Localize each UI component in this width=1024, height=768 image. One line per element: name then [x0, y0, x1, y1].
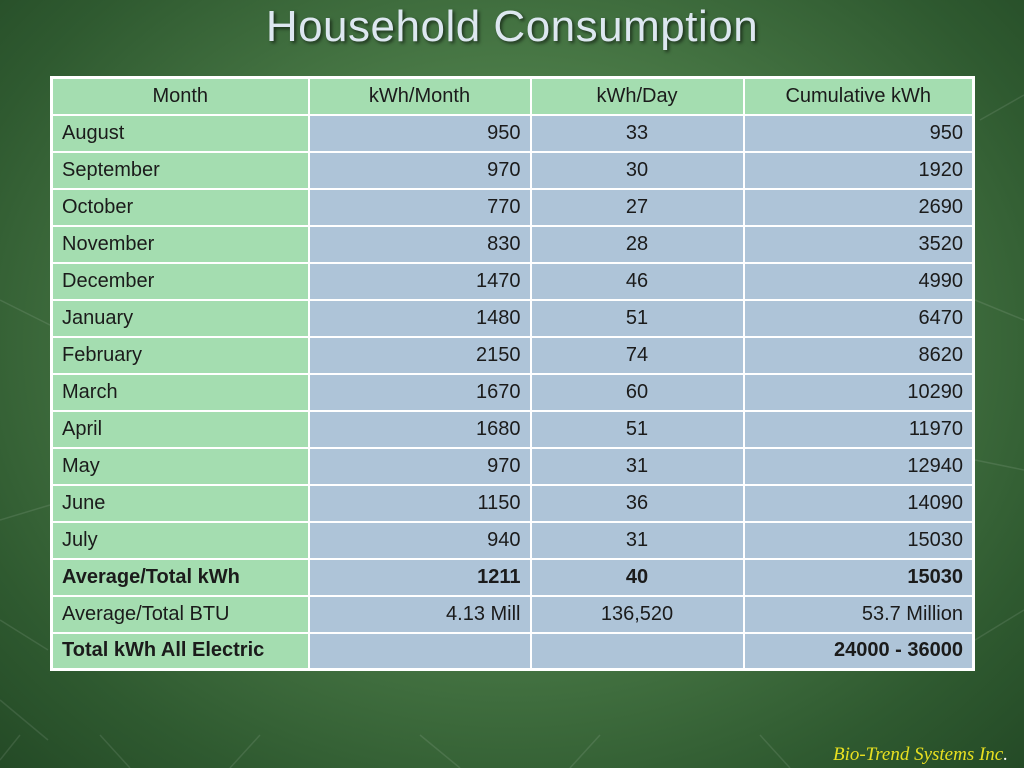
cell-cumulative: 15030 [742, 557, 975, 597]
cell-month: January [50, 298, 310, 338]
cell-kwh-day: 51 [529, 298, 745, 338]
cell-kwh-month: 1680 [307, 409, 532, 449]
cell-kwh-day: 40 [529, 557, 745, 597]
cell-kwh-month [307, 631, 532, 671]
cell-kwh-day: 136,520 [529, 594, 745, 634]
header-month: Month [50, 76, 310, 116]
cell-cumulative: 10290 [742, 372, 975, 412]
cell-kwh-month: 770 [307, 187, 532, 227]
cell-kwh-month: 970 [307, 150, 532, 190]
cell-kwh-month: 1150 [307, 483, 532, 523]
cell-cumulative: 12940 [742, 446, 975, 486]
cell-cumulative: 950 [742, 113, 975, 153]
header-kwh-month: kWh/Month [307, 76, 532, 116]
cell-cumulative: 4990 [742, 261, 975, 301]
cell-kwh-day: 28 [529, 224, 745, 264]
cell-kwh-month: 4.13 Mill [307, 594, 532, 634]
cell-kwh-day: 46 [529, 261, 745, 301]
cell-cumulative: 53.7 Million [742, 594, 975, 634]
table-row: April 1680 51 11970 [50, 409, 975, 449]
consumption-table: Month kWh/Month kWh/Day Cumulative kWh A… [50, 76, 975, 671]
cell-cumulative: 3520 [742, 224, 975, 264]
cell-month: February [50, 335, 310, 375]
cell-kwh-day: 31 [529, 446, 745, 486]
cell-kwh-day: 27 [529, 187, 745, 227]
cell-month: December [50, 261, 310, 301]
slide-title: Household Consumption [265, 2, 759, 51]
cell-month: May [50, 446, 310, 486]
cell-month: June [50, 483, 310, 523]
table-row-average-total-btu: Average/Total BTU 4.13 Mill 136,520 53.7… [50, 594, 975, 634]
cell-month: April [50, 409, 310, 449]
cell-kwh-month: 1480 [307, 298, 532, 338]
table-row: July 940 31 15030 [50, 520, 975, 560]
cell-kwh-month: 2150 [307, 335, 532, 375]
table-row: March 1670 60 10290 [50, 372, 975, 412]
table-row: June 1150 36 14090 [50, 483, 975, 523]
table-row: May 970 31 12940 [50, 446, 975, 486]
table-row: January 1480 51 6470 [50, 298, 975, 338]
cell-kwh-day: 36 [529, 483, 745, 523]
cell-kwh-day: 74 [529, 335, 745, 375]
cell-cumulative: 6470 [742, 298, 975, 338]
footer-credit: Bio-Trend Systems Inc. [833, 744, 1008, 766]
cell-month: September [50, 150, 310, 190]
table-row: December 1470 46 4990 [50, 261, 975, 301]
cell-kwh-month: 1470 [307, 261, 532, 301]
cell-kwh-month: 1670 [307, 372, 532, 412]
header-cumulative-kwh: Cumulative kWh [742, 76, 975, 116]
cell-cumulative: 8620 [742, 335, 975, 375]
cell-month: March [50, 372, 310, 412]
footer-company-name: Bio-Trend Systems Inc [832, 744, 1004, 765]
cell-kwh-day: 30 [529, 150, 745, 190]
table-header-row: Month kWh/Month kWh/Day Cumulative kWh [50, 76, 975, 116]
cell-kwh-day: 31 [529, 520, 745, 560]
cell-kwh-day [529, 631, 745, 671]
cell-kwh-month: 970 [307, 446, 532, 486]
table-row: September 970 30 1920 [50, 150, 975, 190]
cell-month: August [50, 113, 310, 153]
cell-month: July [50, 520, 310, 560]
cell-kwh-month: 1211 [307, 557, 532, 597]
cell-kwh-month: 830 [307, 224, 532, 264]
cell-cumulative: 24000 - 36000 [742, 631, 975, 671]
cell-label: Average/Total BTU [50, 594, 310, 634]
cell-kwh-month: 940 [307, 520, 532, 560]
footer-dot: . [1003, 744, 1008, 765]
cell-month: November [50, 224, 310, 264]
table-row-average-total-kwh: Average/Total kWh 1211 40 15030 [50, 557, 975, 597]
cell-label: Total kWh All Electric [50, 631, 310, 671]
cell-kwh-day: 33 [529, 113, 745, 153]
cell-cumulative: 11970 [742, 409, 975, 449]
cell-cumulative: 1920 [742, 150, 975, 190]
header-kwh-day: kWh/Day [529, 76, 745, 116]
cell-cumulative: 14090 [742, 483, 975, 523]
table-row: October 770 27 2690 [50, 187, 975, 227]
table-row-total-all-electric: Total kWh All Electric 24000 - 36000 [50, 631, 975, 671]
cell-kwh-day: 51 [529, 409, 745, 449]
cell-cumulative: 2690 [742, 187, 975, 227]
table-row: August 950 33 950 [50, 113, 975, 153]
cell-month: October [50, 187, 310, 227]
cell-label: Average/Total kWh [50, 557, 310, 597]
cell-kwh-month: 950 [307, 113, 532, 153]
cell-cumulative: 15030 [742, 520, 975, 560]
cell-kwh-day: 60 [529, 372, 745, 412]
table-row: February 2150 74 8620 [50, 335, 975, 375]
table-row: November 830 28 3520 [50, 224, 975, 264]
